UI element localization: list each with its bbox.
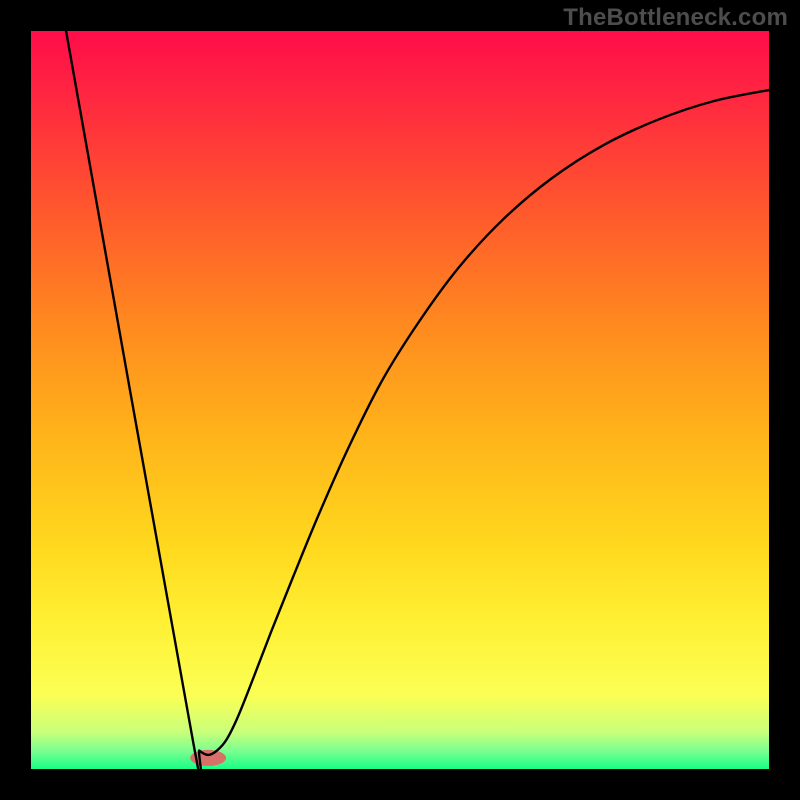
bottleneck-chart (0, 0, 800, 800)
plot-background (31, 31, 769, 769)
watermark-text: TheBottleneck.com (563, 4, 788, 32)
